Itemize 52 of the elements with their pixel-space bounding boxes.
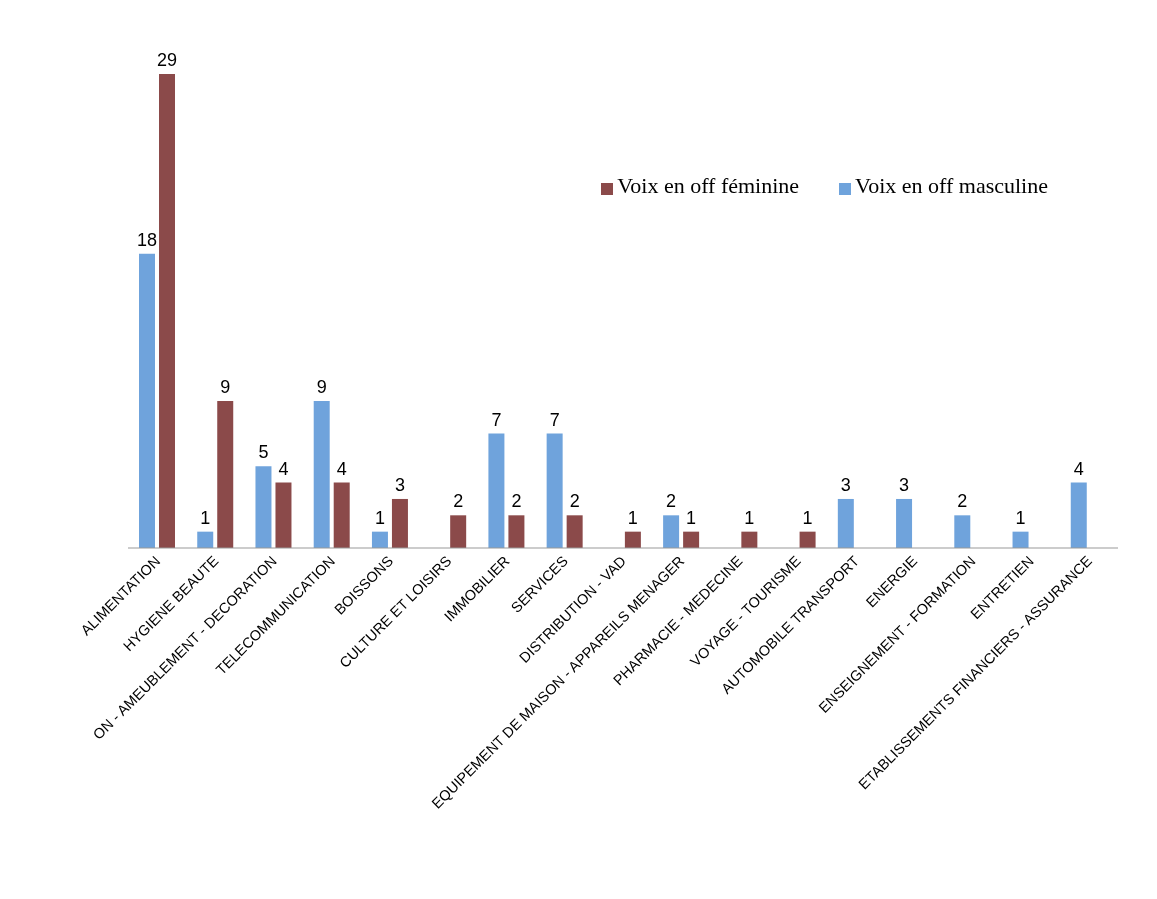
legend-label: Voix en off féminine [617, 173, 800, 198]
data-label: 2 [511, 491, 522, 512]
data-label: 2 [569, 491, 580, 512]
bar [837, 498, 854, 548]
bar [313, 400, 330, 548]
bar [954, 515, 971, 548]
data-label: 18 [136, 229, 158, 250]
data-label: 7 [491, 409, 502, 430]
bar [159, 74, 175, 548]
bar [275, 482, 292, 548]
bar [741, 531, 758, 548]
bar [139, 253, 155, 548]
data-label: 2 [666, 491, 677, 512]
data-label: 1 [627, 507, 638, 528]
data-label: 2 [957, 491, 968, 512]
bar [546, 433, 563, 548]
bar [488, 433, 505, 548]
data-label: 5 [258, 442, 269, 463]
bar [391, 498, 408, 548]
data-label: 29 [156, 50, 178, 70]
bar [624, 531, 641, 548]
bar [1070, 482, 1087, 548]
bar [217, 400, 234, 548]
data-label: 3 [899, 474, 910, 495]
data-label: 1 [744, 507, 755, 528]
bar [333, 482, 350, 548]
data-label: 1 [686, 507, 697, 528]
bar [371, 531, 388, 548]
data-label: 3 [394, 474, 405, 495]
data-label: 1 [1015, 507, 1026, 528]
data-label: 1 [200, 507, 211, 528]
data-label: 1 [374, 507, 385, 528]
data-label: 4 [278, 458, 289, 479]
bar [197, 531, 214, 548]
data-label: 3 [840, 474, 851, 495]
bar [566, 515, 583, 548]
bar [255, 466, 272, 548]
data-label: 7 [549, 409, 560, 430]
data-label: 1 [802, 507, 813, 528]
data-label: 9 [220, 376, 231, 397]
bar [508, 515, 525, 548]
bar [450, 515, 467, 548]
data-label: 2 [453, 491, 464, 512]
bar [896, 498, 913, 548]
bar [683, 531, 700, 548]
data-label: 4 [336, 458, 347, 479]
data-label: 4 [1073, 458, 1084, 479]
data-label: 9 [316, 376, 327, 397]
bar [1012, 531, 1029, 548]
bar [799, 531, 816, 548]
legend-label: Voix en off masculine [855, 173, 1048, 198]
bar [663, 515, 680, 548]
